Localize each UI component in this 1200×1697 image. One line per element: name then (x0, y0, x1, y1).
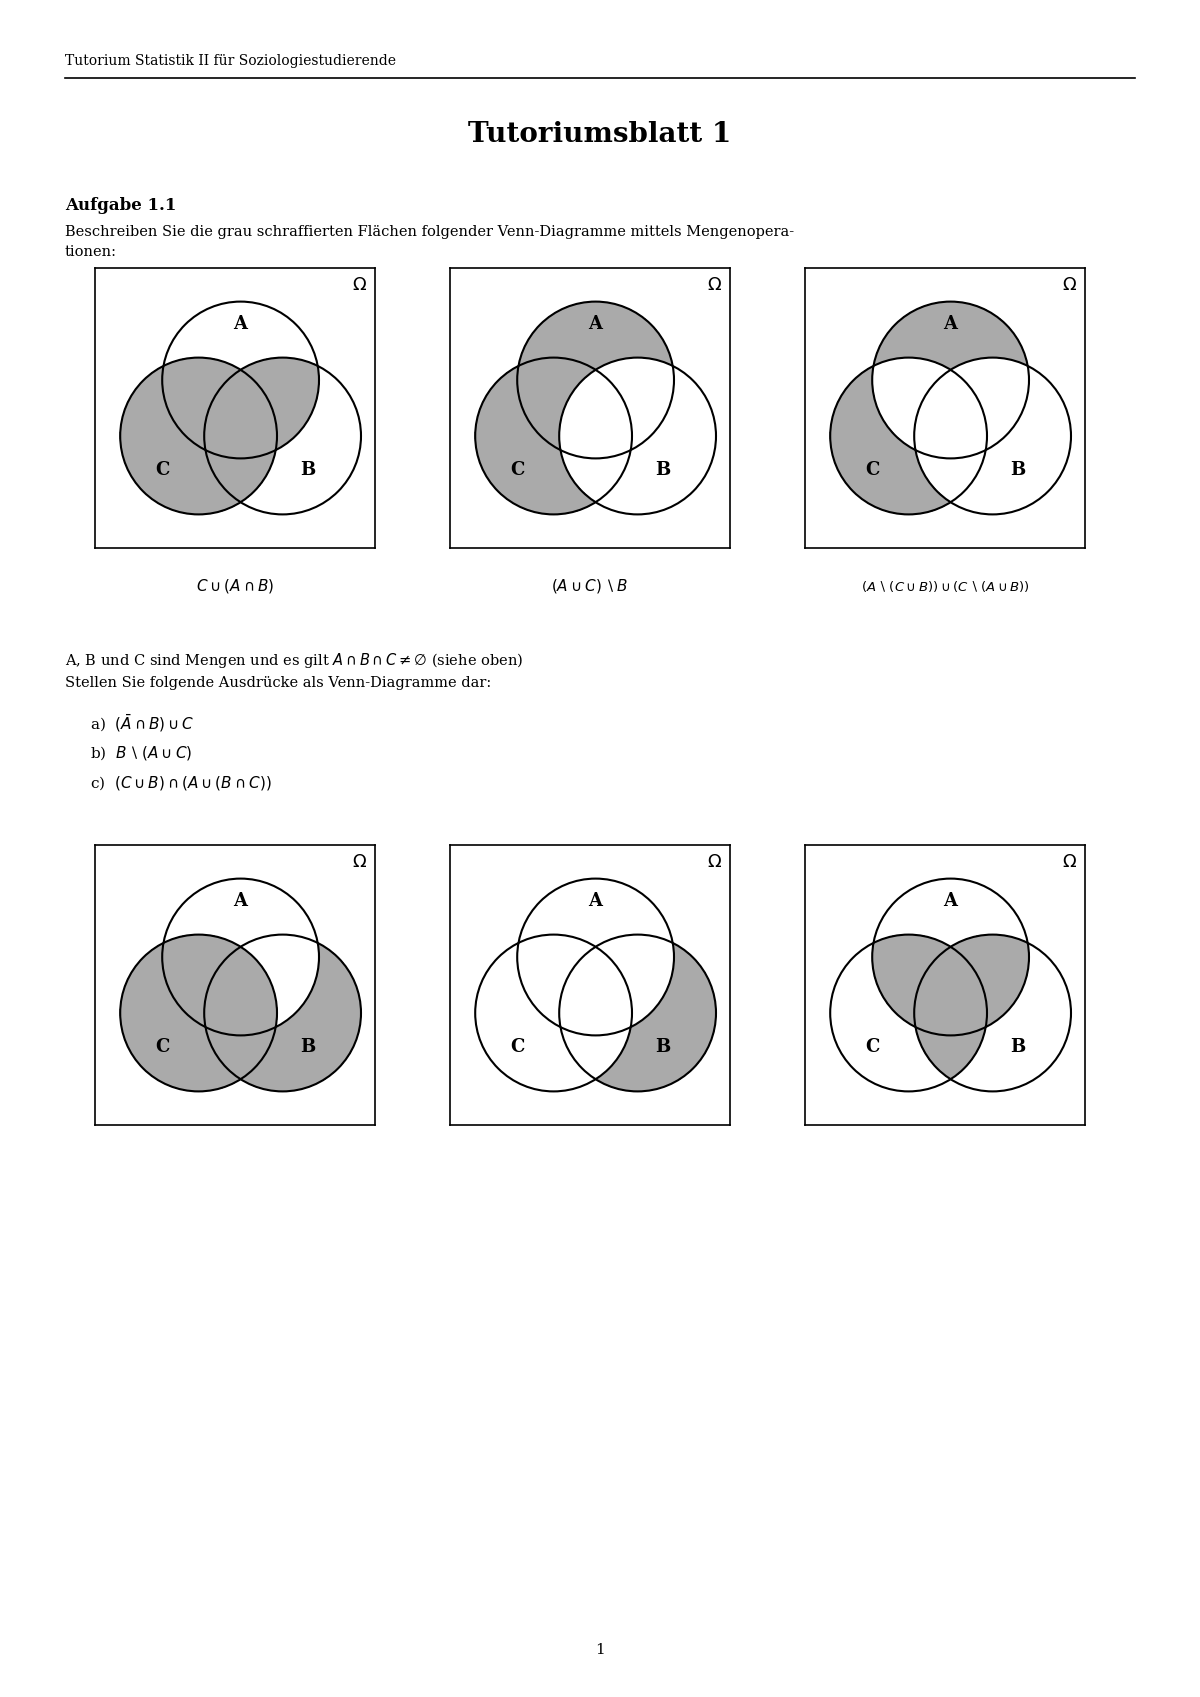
Text: A: A (234, 316, 247, 333)
Text: $\Omega$: $\Omega$ (707, 277, 721, 294)
Text: a)  $(\bar{A} \cap B) \cup C$: a) $(\bar{A} \cap B) \cup C$ (90, 713, 194, 733)
Text: Aufgabe 1.1: Aufgabe 1.1 (65, 197, 176, 214)
Text: A: A (234, 893, 247, 910)
Text: B: B (655, 460, 671, 479)
Text: C: C (155, 460, 169, 479)
Text: C: C (155, 1037, 169, 1056)
Text: C: C (510, 1037, 524, 1056)
Text: B: B (1010, 460, 1026, 479)
Text: B: B (1010, 1037, 1026, 1056)
Text: c)  $(C \cup B) \cap (A \cup (B \cap C))$: c) $(C \cup B) \cap (A \cup (B \cap C))$ (90, 774, 271, 792)
Text: A: A (589, 316, 602, 333)
Text: A: A (943, 893, 958, 910)
Text: C: C (865, 1037, 880, 1056)
Text: C: C (510, 460, 524, 479)
Text: b)  $B \setminus (A \cup C)$: b) $B \setminus (A \cup C)$ (90, 743, 192, 762)
Text: $\Omega$: $\Omega$ (352, 854, 367, 871)
Text: Tutorium Statistik II für Soziologiestudierende: Tutorium Statistik II für Soziologiestud… (65, 54, 396, 68)
Text: $\Omega$: $\Omega$ (707, 854, 721, 871)
Text: $C \cup (A \cap B)$: $C \cup (A \cap B)$ (196, 577, 274, 596)
Text: A: A (589, 893, 602, 910)
Text: A: A (943, 316, 958, 333)
Text: B: B (655, 1037, 671, 1056)
Text: B: B (300, 1037, 316, 1056)
Text: B: B (300, 460, 316, 479)
Text: 1: 1 (595, 1643, 605, 1656)
Text: Tutoriumsblatt 1: Tutoriumsblatt 1 (468, 122, 732, 149)
Text: C: C (865, 460, 880, 479)
Text: $\Omega$: $\Omega$ (1062, 854, 1076, 871)
Text: A, B und C sind Mengen und es gilt $A \cap B \cap C \neq \emptyset$ (siehe oben): A, B und C sind Mengen und es gilt $A \c… (65, 652, 523, 670)
Text: tionen:: tionen: (65, 244, 118, 260)
Text: $\Omega$: $\Omega$ (352, 277, 367, 294)
Text: Beschreiben Sie die grau schraffierten Flächen folgender Venn-Diagramme mittels : Beschreiben Sie die grau schraffierten F… (65, 226, 794, 239)
Text: $(A \cup C) \setminus B$: $(A \cup C) \setminus B$ (551, 577, 629, 596)
Text: $(A \setminus (C \cup B)) \cup (C \setminus (A \cup B))$: $(A \setminus (C \cup B)) \cup (C \setmi… (860, 579, 1030, 594)
Text: $\Omega$: $\Omega$ (1062, 277, 1076, 294)
Text: Stellen Sie folgende Ausdrücke als Venn-Diagramme dar:: Stellen Sie folgende Ausdrücke als Venn-… (65, 675, 491, 691)
